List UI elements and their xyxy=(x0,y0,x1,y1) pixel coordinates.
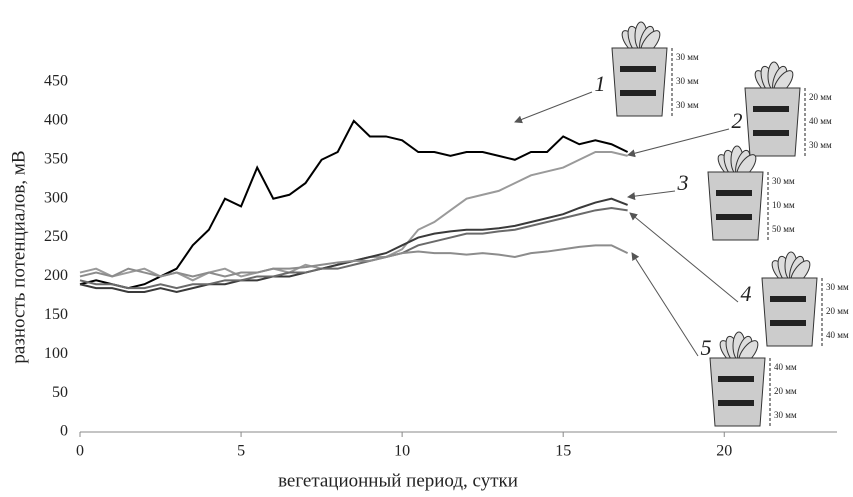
electrode xyxy=(718,400,754,406)
arrow xyxy=(627,190,676,201)
series-line xyxy=(79,197,628,294)
series-label: 2 xyxy=(732,108,743,133)
arrow xyxy=(629,212,739,303)
pot xyxy=(709,357,766,427)
x-tick-label: 5 xyxy=(237,443,245,460)
x-axis-label: вегетационный период, сутки xyxy=(278,470,518,491)
depth-label: 40 мм xyxy=(774,362,797,372)
electrode xyxy=(620,66,656,72)
electrode xyxy=(753,106,789,112)
series-label: 4 xyxy=(741,281,752,306)
x-tick-label: 10 xyxy=(394,443,410,460)
pot xyxy=(761,277,818,347)
y-tick-label: 100 xyxy=(44,345,68,362)
y-tick-label: 350 xyxy=(44,150,68,167)
y-axis-label: разность потенциалов, мВ xyxy=(8,150,29,363)
depth-label: 10 мм xyxy=(772,200,795,210)
electrode xyxy=(770,320,806,326)
y-tick-label: 50 xyxy=(52,384,68,401)
series-line xyxy=(79,244,629,278)
y-tick-label: 300 xyxy=(44,189,68,206)
depth-label: 30 мм xyxy=(809,140,832,150)
y-tick-label: 400 xyxy=(44,112,68,129)
y-tick-label: 250 xyxy=(44,228,68,245)
pot xyxy=(707,171,764,241)
depth-label: 30 мм xyxy=(774,410,797,420)
arrow xyxy=(631,252,699,357)
depth-label: 40 мм xyxy=(809,116,832,126)
pot xyxy=(744,87,801,157)
y-tick-label: 450 xyxy=(44,73,68,90)
x-tick-label: 15 xyxy=(555,443,571,460)
y-tick-label: 0 xyxy=(60,423,68,440)
pot xyxy=(611,47,668,117)
x-tick-label: 20 xyxy=(716,443,732,460)
y-tick-label: 200 xyxy=(44,267,68,284)
electrode xyxy=(716,214,752,220)
depth-label: 20 мм xyxy=(809,92,832,102)
depth-label: 40 мм xyxy=(826,330,849,340)
depth-label: 30 мм xyxy=(676,100,699,110)
depth-label: 50 мм xyxy=(772,224,795,234)
depth-label: 30 мм xyxy=(676,76,699,86)
series-line xyxy=(79,119,629,290)
electrode xyxy=(770,296,806,302)
x-tick-label: 0 xyxy=(76,443,84,460)
series-label: 5 xyxy=(701,335,712,360)
depth-label: 20 мм xyxy=(774,386,797,396)
depth-label: 30 мм xyxy=(826,282,849,292)
electrode xyxy=(753,130,789,136)
y-tick-label: 150 xyxy=(44,306,68,323)
series-line xyxy=(79,206,628,290)
electrode xyxy=(620,90,656,96)
depth-label: 20 мм xyxy=(826,306,849,316)
depth-label: 30 мм xyxy=(676,52,699,62)
arrow xyxy=(627,128,730,158)
electrode xyxy=(718,376,754,382)
arrow xyxy=(514,91,593,124)
depth-label: 30 мм xyxy=(772,176,795,186)
electrode xyxy=(716,190,752,196)
series-label: 3 xyxy=(677,170,689,195)
series-label: 1 xyxy=(595,71,606,96)
